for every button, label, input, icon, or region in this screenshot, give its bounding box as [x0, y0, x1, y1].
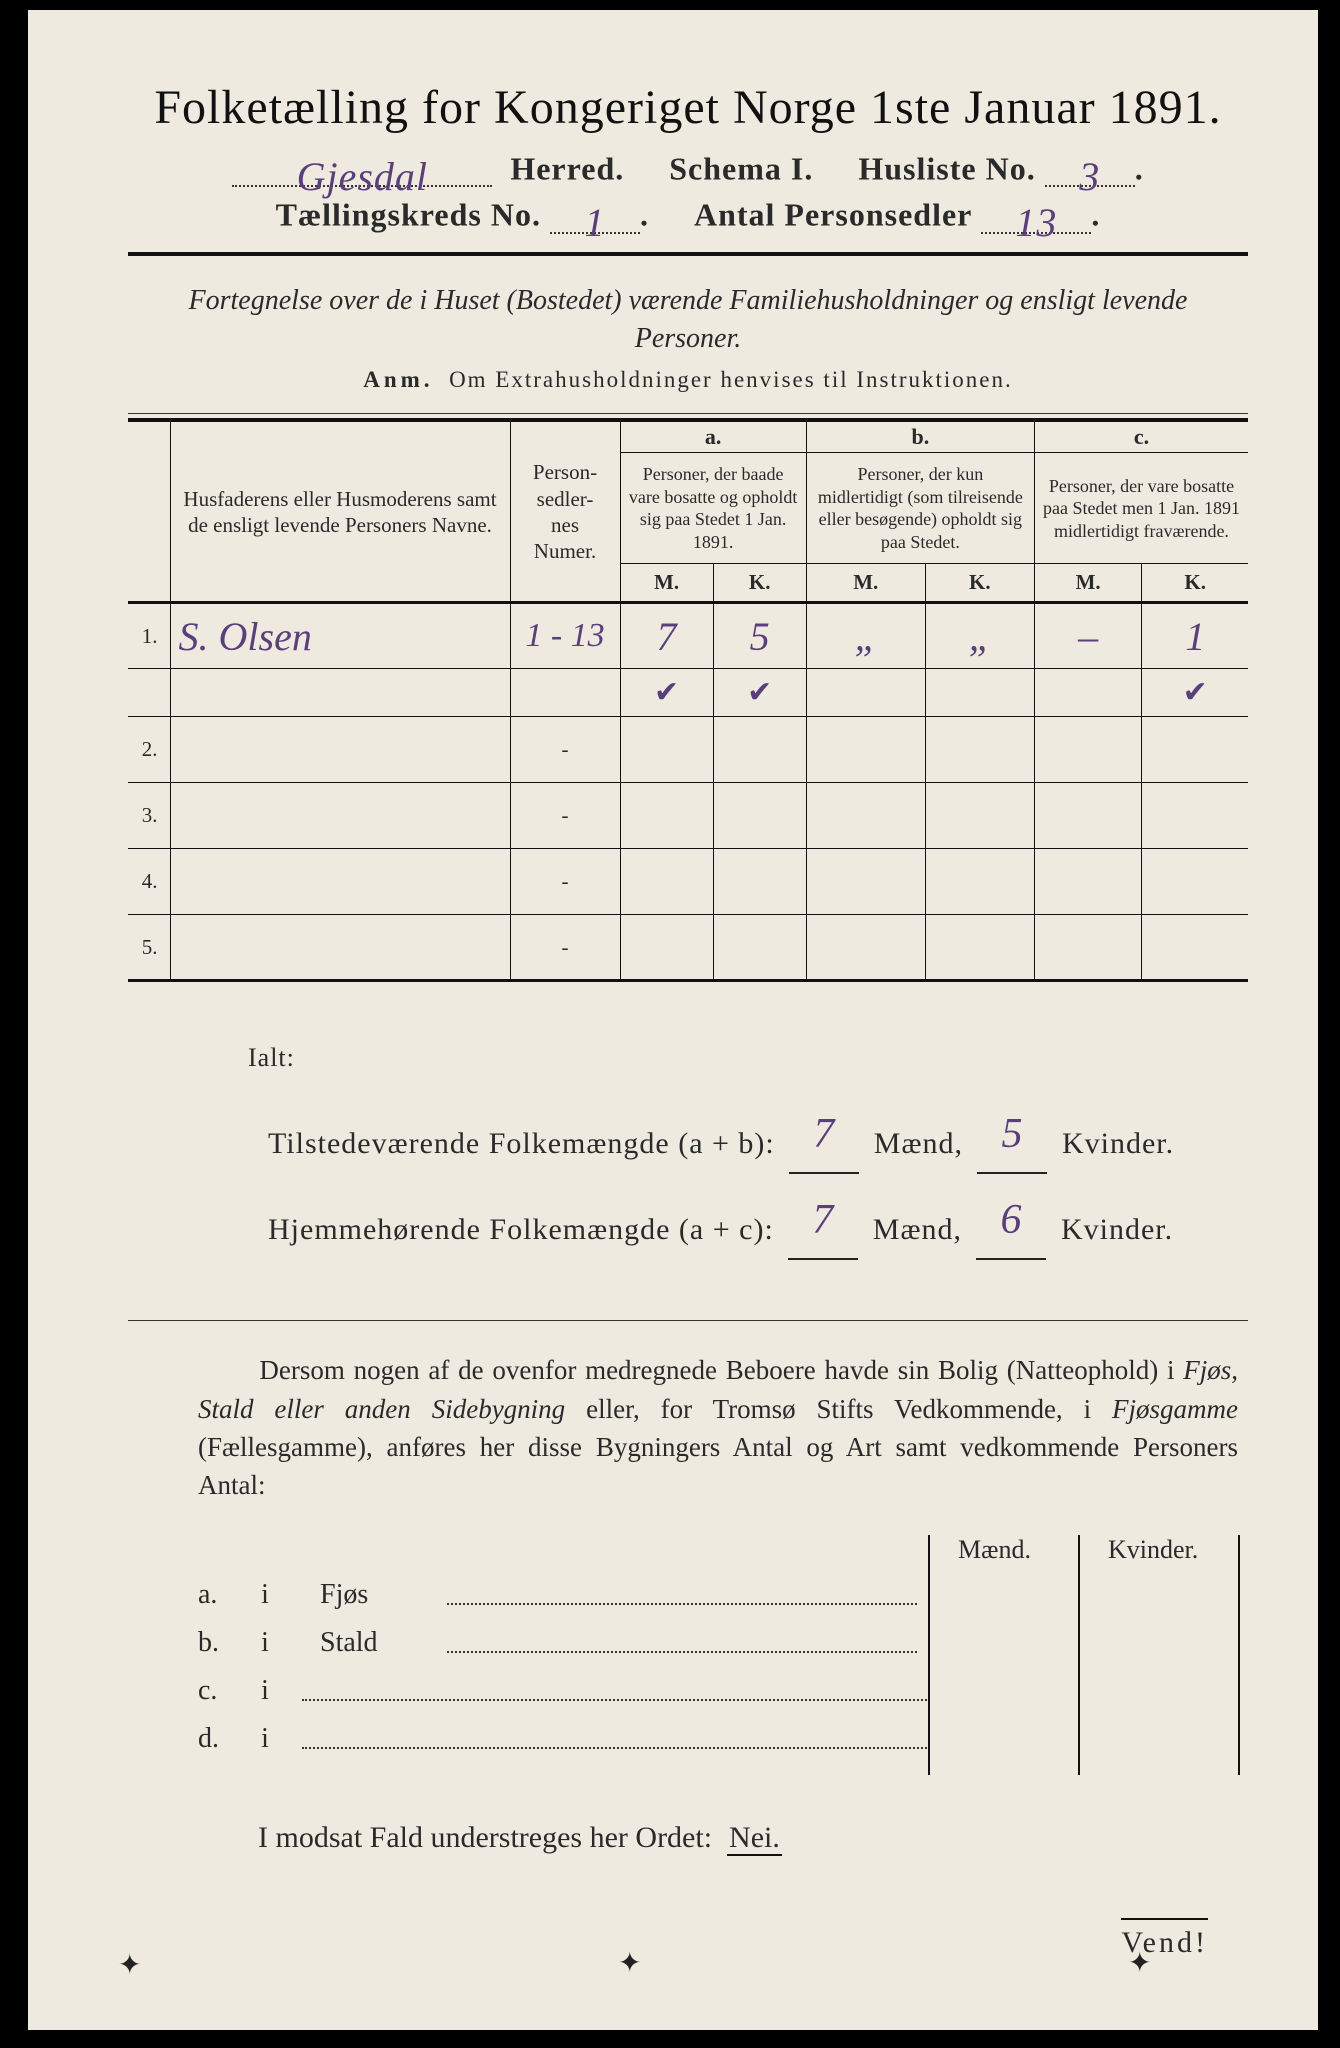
col-k: K. — [925, 564, 1034, 603]
husliste-field: 3 — [1045, 149, 1135, 187]
col-nr-header: Person- sedler- nes Numer. — [510, 420, 620, 603]
col-m: M. — [620, 564, 713, 603]
tick-row: ✔ ✔ ✔ — [128, 669, 1248, 717]
cell-a-m: 7 — [620, 603, 713, 669]
col-k: K. — [1142, 564, 1248, 603]
totals-block: Ialt: Tilstedeværende Folkemængde (a + b… — [268, 1032, 1248, 1260]
table-row: 5. - — [128, 915, 1248, 981]
cell-c-m: – — [1034, 603, 1141, 669]
table-row: 4. - — [128, 849, 1248, 915]
census-table: Husfaderens eller Husmoderens samt de en… — [128, 418, 1248, 982]
row-name: S. Olsen — [170, 603, 510, 669]
col-m: M. — [1034, 564, 1141, 603]
dotline — [302, 1684, 927, 1701]
row-nr: 1 - 13 — [510, 603, 620, 669]
abcd-row: d. i — [198, 1723, 1228, 1771]
nei-line: I modsat Fald understreges her Ordet: Ne… — [258, 1821, 1248, 1855]
group-a-header: Personer, der baade vare bosatte og opho… — [620, 453, 806, 564]
nei-word: Nei. — [727, 1821, 782, 1856]
tick-mark: ✔ — [654, 676, 679, 709]
totals-line-present: Tilstedeværende Folkemængde (a + b): 7 M… — [268, 1088, 1248, 1174]
print-mark-icon: ✦ — [118, 1948, 141, 1982]
instruction-main: Fortegnelse over de i Huset (Bostedet) v… — [168, 282, 1208, 358]
group-c-header: Personer, der vare bosatte paa Stedet me… — [1034, 453, 1248, 564]
group-a-top: a. — [620, 420, 806, 453]
husliste-label: Husliste No. — [858, 150, 1035, 186]
abcd-row: b. i Stald — [198, 1627, 1228, 1675]
abcd-head: Mænd. Kvinder. — [198, 1535, 1228, 1579]
tick-mark: ✔ — [747, 676, 772, 709]
herred-field: Gjesdal — [232, 149, 492, 187]
dotline — [447, 1636, 917, 1653]
dotline — [302, 1732, 927, 1749]
maend-label: Mænd. — [958, 1535, 1031, 1565]
anm-label: Anm. — [363, 367, 433, 392]
ialt-label: Ialt: — [248, 1032, 1248, 1084]
sidebygning-paragraph: Dersom nogen af de ovenfor medregnede Be… — [198, 1351, 1238, 1504]
herred-label: Herred. — [510, 150, 624, 186]
resident-m: 7 — [812, 1178, 834, 1262]
antal-field: 13 — [981, 195, 1091, 233]
anm-text: Om Extrahusholdninger henvises til Instr… — [449, 367, 1013, 392]
census-form-page: Folketælling for Kongeriget Norge 1ste J… — [28, 10, 1318, 2030]
kreds-value: 1 — [550, 199, 640, 237]
print-mark-icon: ✦ — [618, 1946, 641, 1980]
table-row: 1. S. Olsen 1 - 13 7 5 „ „ – 1 — [128, 603, 1248, 669]
kvinder-label: Kvinder. — [1108, 1535, 1198, 1565]
tick-mark: ✔ — [1183, 676, 1208, 709]
present-m: 7 — [813, 1092, 835, 1176]
rule — [128, 1320, 1248, 1321]
husliste-value: 3 — [1045, 153, 1135, 191]
antal-value: 13 — [981, 199, 1091, 237]
herred-value: Gjesdal — [232, 153, 492, 191]
rule — [128, 252, 1248, 256]
col-m: M. — [806, 564, 925, 603]
abcd-block: Mænd. Kvinder. a. i Fjøs b. i Stald c. i… — [198, 1535, 1228, 1771]
rule — [128, 413, 1248, 414]
table-row: 2. - — [128, 717, 1248, 783]
kreds-field: 1 — [550, 195, 640, 233]
cell-c-k: 1 — [1142, 603, 1248, 669]
vline — [1238, 1535, 1240, 1775]
dotline — [447, 1588, 917, 1605]
present-k: 5 — [1001, 1092, 1023, 1176]
group-b-header: Personer, der kun midlertidigt (som tilr… — [806, 453, 1034, 564]
abcd-row: a. i Fjøs — [198, 1579, 1228, 1627]
cell-b-m: „ — [806, 603, 925, 669]
group-b-top: b. — [806, 420, 1034, 453]
table-row: 3. - — [128, 783, 1248, 849]
instruction-anm: Anm. Om Extrahusholdninger henvises til … — [128, 367, 1248, 393]
cell-b-k: „ — [925, 603, 1034, 669]
col-name-header: Husfaderens eller Husmoderens samt de en… — [170, 420, 510, 603]
page-title: Folketælling for Kongeriget Norge 1ste J… — [128, 80, 1248, 135]
row-num: 1. — [128, 603, 170, 669]
header-line-1: Gjesdal Herred. Schema I. Husliste No. 3… — [128, 149, 1248, 187]
schema-label: Schema I. — [669, 150, 813, 186]
col-k: K. — [713, 564, 806, 603]
cell-a-k: 5 — [713, 603, 806, 669]
kreds-label: Tællingskreds No. — [276, 197, 541, 233]
group-c-top: c. — [1034, 420, 1248, 453]
abcd-row: c. i — [198, 1675, 1228, 1723]
print-mark-icon: ✦ — [1128, 1946, 1151, 1980]
totals-line-resident: Hjemmehørende Folkemængde (a + c): 7 Mæn… — [268, 1174, 1248, 1260]
header-line-2: Tællingskreds No. 1 . Antal Personsedler… — [128, 195, 1248, 233]
resident-k: 6 — [1000, 1178, 1022, 1262]
antal-label: Antal Personsedler — [694, 197, 972, 233]
